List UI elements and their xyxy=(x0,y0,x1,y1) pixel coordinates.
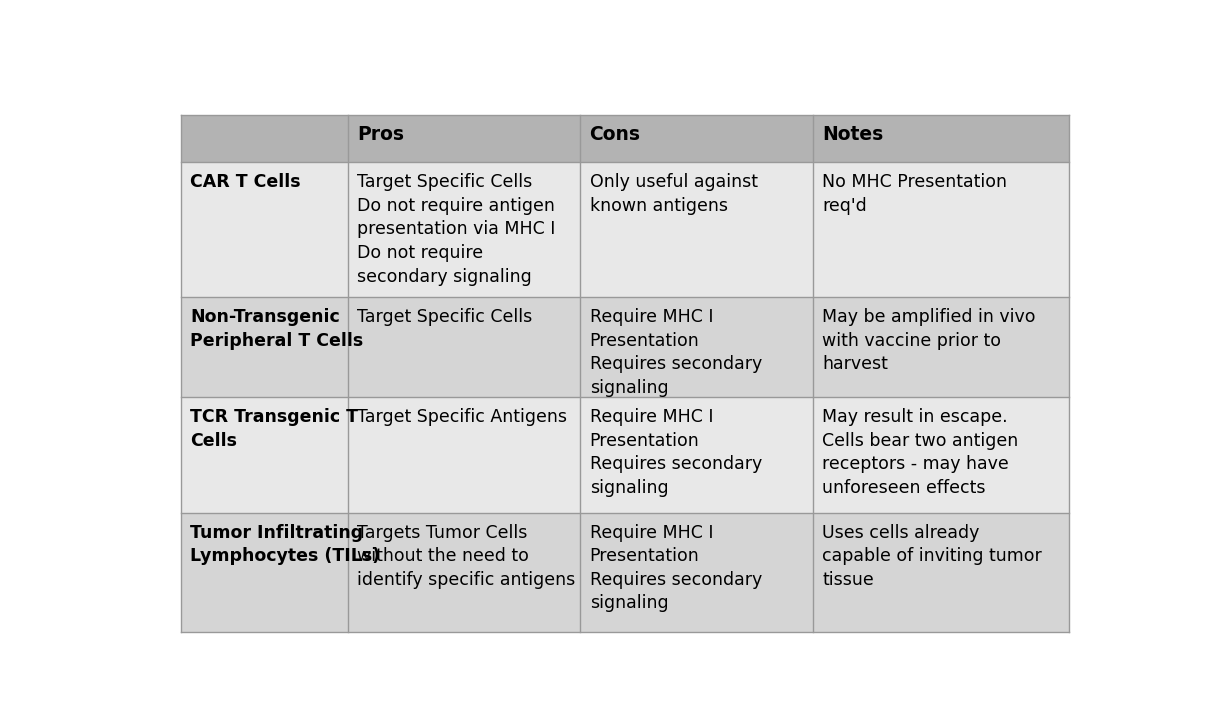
Text: Targets Tumor Cells
without the need to
identify specific antigens: Targets Tumor Cells without the need to … xyxy=(357,523,576,589)
Text: CAR T Cells: CAR T Cells xyxy=(190,173,301,191)
Text: Require MHC I
Presentation
Requires secondary
signaling: Require MHC I Presentation Requires seco… xyxy=(589,523,761,612)
Text: Cons: Cons xyxy=(589,126,640,144)
Text: Require MHC I
Presentation
Requires secondary
signaling: Require MHC I Presentation Requires seco… xyxy=(589,408,761,497)
Text: Notes: Notes xyxy=(822,126,883,144)
Bar xyxy=(182,162,1069,297)
Text: Non-Transgenic
Peripheral T Cells: Non-Transgenic Peripheral T Cells xyxy=(190,308,364,350)
Text: May result in escape.
Cells bear two antigen
receptors - may have
unforeseen eff: May result in escape. Cells bear two ant… xyxy=(822,408,1019,497)
Bar xyxy=(182,297,1069,397)
Text: Tumor Infiltrating
Lymphocytes (TILs): Tumor Infiltrating Lymphocytes (TILs) xyxy=(190,523,381,565)
Text: Uses cells already
capable of inviting tumor
tissue: Uses cells already capable of inviting t… xyxy=(822,523,1042,589)
Bar xyxy=(182,513,1069,632)
Bar xyxy=(182,397,1069,513)
Text: Only useful against
known antigens: Only useful against known antigens xyxy=(589,173,758,215)
Text: Target Specific Cells
Do not require antigen
presentation via MHC I
Do not requi: Target Specific Cells Do not require ant… xyxy=(357,173,555,286)
Text: Target Specific Antigens: Target Specific Antigens xyxy=(357,408,567,426)
Text: May be amplified in vivo
with vaccine prior to
harvest: May be amplified in vivo with vaccine pr… xyxy=(822,308,1036,373)
Text: Pros: Pros xyxy=(357,126,404,144)
Text: TCR Transgenic T
Cells: TCR Transgenic T Cells xyxy=(190,408,359,449)
Text: Require MHC I
Presentation
Requires secondary
signaling: Require MHC I Presentation Requires seco… xyxy=(589,308,761,397)
Bar xyxy=(182,115,1069,162)
Text: No MHC Presentation
req'd: No MHC Presentation req'd xyxy=(822,173,1006,215)
Text: Target Specific Cells: Target Specific Cells xyxy=(357,308,532,326)
